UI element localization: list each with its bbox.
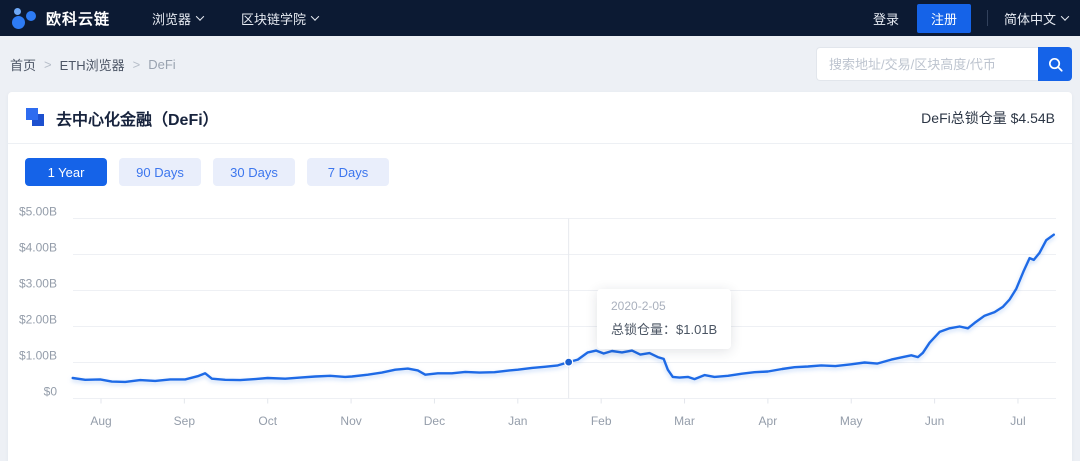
nav-item-explorer[interactable]: 浏览器	[152, 9, 205, 28]
card-header: 去中心化金融（DeFi） DeFi总锁仓量 $4.54B	[8, 92, 1072, 144]
y-axis-label: $1.00B	[19, 349, 57, 363]
x-axis-label: Jul	[1010, 414, 1025, 428]
x-axis-label: Aug	[90, 414, 111, 428]
navbar-left: 欧科云链 浏览器 区块链学院	[10, 5, 356, 31]
y-axis-label: $3.00B	[19, 277, 57, 291]
x-axis-label: Apr	[759, 414, 778, 428]
subbar: 首页 > ETH浏览器 > DeFi	[0, 36, 1080, 92]
breadcrumb-eth-explorer[interactable]: ETH浏览器	[59, 57, 125, 73]
breadcrumb: 首页 > ETH浏览器 > DeFi	[8, 55, 176, 74]
range-button-1-year[interactable]: 1 Year	[25, 158, 107, 186]
breadcrumb-separator: >	[44, 56, 52, 72]
y-axis-label: $2.00B	[19, 313, 57, 327]
chevron-down-icon	[195, 12, 205, 21]
top-navbar: 欧科云链 浏览器 区块链学院 登录 注册 简体中文	[0, 0, 1080, 36]
brand-logo[interactable]: 欧科云链	[10, 5, 110, 31]
register-button[interactable]: 注册	[916, 3, 971, 33]
range-button-90-days[interactable]: 90 Days	[119, 158, 201, 186]
y-axis-label: $5.00B	[19, 205, 57, 219]
defi-squares-icon	[25, 107, 46, 128]
x-axis-label: Feb	[591, 414, 612, 428]
divider	[986, 10, 988, 26]
nav-item-explorer-label: 浏览器	[152, 11, 192, 27]
chevron-down-icon	[310, 12, 320, 21]
brand-logo-icon	[10, 5, 40, 31]
range-button-7-days[interactable]: 7 Days	[307, 158, 389, 186]
defi-card: 去中心化金融（DeFi） DeFi总锁仓量 $4.54B 1 Year 90 D…	[8, 92, 1072, 461]
x-axis-label: Nov	[340, 414, 361, 428]
navbar-right: 登录 注册 简体中文	[872, 3, 1070, 33]
nav-item-academy[interactable]: 区块链学院	[241, 9, 320, 28]
x-axis-label: May	[840, 414, 863, 428]
login-link[interactable]: 登录	[872, 11, 899, 27]
x-axis-label: Mar	[674, 414, 695, 428]
x-axis-label: Dec	[424, 414, 445, 428]
tvl-line-chart[interactable]: $0 $1.00B $2.00B $3.00B $4.00B $5.00B Aug Sep Oc…	[0, 190, 1080, 461]
breadcrumb-separator: >	[132, 56, 141, 72]
page-title: 去中心化金融（DeFi）	[56, 111, 219, 129]
tooltip-date: 2020-2-05	[611, 299, 666, 313]
tvl-summary: DeFi总锁仓量 $4.54B	[921, 109, 1055, 126]
tooltip-value-label: 总锁仓量：	[611, 322, 677, 337]
breadcrumb-home[interactable]: 首页	[10, 57, 37, 73]
brand-name: 欧科云链	[46, 10, 111, 28]
language-selector[interactable]: 简体中文	[1003, 9, 1070, 28]
tooltip-value: 总锁仓量：$1.01B	[611, 319, 717, 338]
nav-item-academy-label: 区块链学院	[241, 11, 307, 27]
chart-line-series	[71, 233, 1056, 384]
search-button[interactable]	[1038, 47, 1072, 81]
chevron-down-icon	[1060, 12, 1070, 21]
x-axis-label: Jan	[508, 414, 527, 428]
y-axis-label: $4.00B	[19, 241, 57, 255]
time-range-buttons: 1 Year 90 Days 30 Days 7 Days	[8, 144, 1072, 186]
chart-gridlines: $0 $1.00B $2.00B $3.00B $4.00B $5.00B	[19, 205, 1056, 399]
x-axis-label: Jun	[925, 414, 944, 428]
chart-marker-dot	[564, 357, 574, 367]
x-axis-label: Sep	[174, 414, 196, 428]
breadcrumb-current: DeFi	[148, 56, 176, 72]
range-button-30-days[interactable]: 30 Days	[213, 158, 295, 186]
y-axis-label: $0	[44, 385, 58, 399]
language-label: 简体中文	[1003, 11, 1056, 27]
chart-tooltip: 2020-2-05 总锁仓量：$1.01B	[597, 289, 732, 349]
search-box	[816, 47, 1072, 81]
tooltip-value-amount: $1.01B	[676, 322, 718, 337]
search-icon	[1048, 57, 1063, 72]
title-wrap: 去中心化金融（DeFi）	[25, 106, 219, 130]
search-input[interactable]	[816, 47, 1038, 81]
chart-x-axis: Aug Sep Oct Nov Dec Jan Feb Mar Apr May Jun Jul	[90, 398, 1026, 428]
x-axis-label: Oct	[258, 414, 277, 428]
nav-menu: 浏览器 区块链学院	[152, 9, 356, 28]
